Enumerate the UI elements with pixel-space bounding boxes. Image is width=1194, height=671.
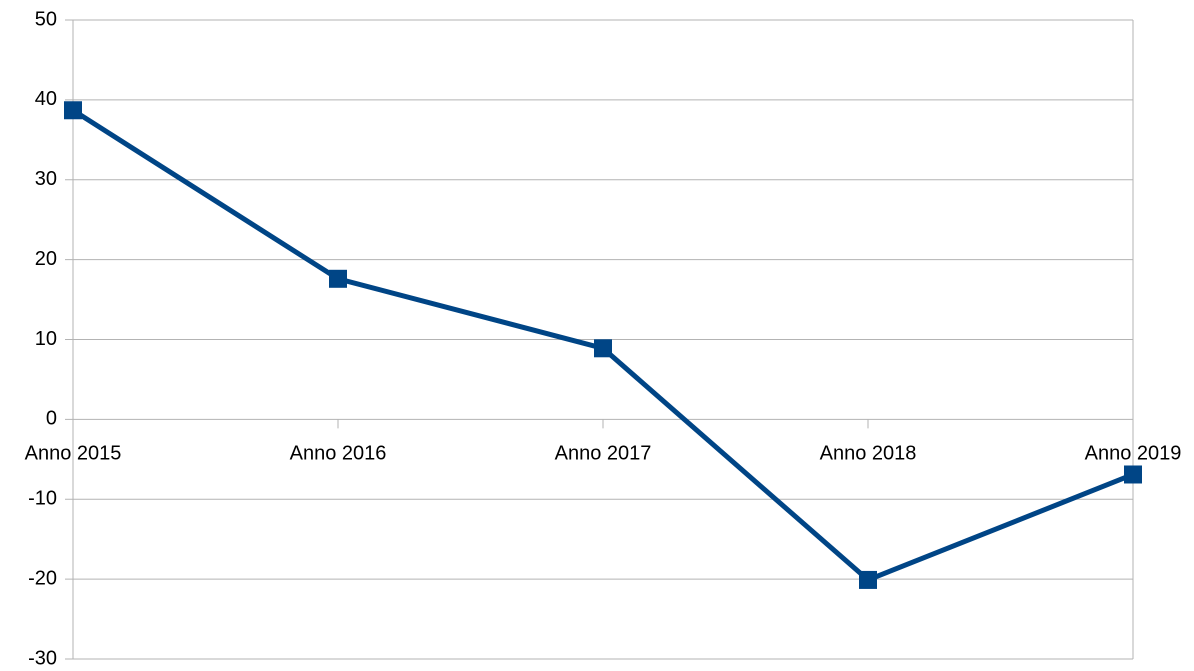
y-tick-label: -10 (28, 488, 57, 510)
y-tick-label: 30 (35, 168, 57, 190)
marker (329, 269, 347, 288)
y-tick-label: 40 (35, 88, 57, 110)
marker (859, 570, 877, 589)
x-tick-label: Anno 2016 (290, 443, 387, 465)
y-tick-label: 20 (35, 248, 57, 270)
y-tick-label: -30 (28, 647, 57, 669)
y-tick-label: 10 (35, 328, 57, 350)
x-tick-label: Anno 2019 (1085, 443, 1182, 465)
y-tick-label: 0 (46, 408, 57, 430)
marker (594, 339, 612, 358)
x-tick-label: Anno 2018 (820, 443, 917, 465)
marker (1124, 465, 1142, 484)
marker (64, 101, 82, 120)
y-tick-label: -20 (28, 567, 57, 589)
x-tick-label: Anno 2017 (555, 443, 652, 465)
y-tick-label: 50 (35, 8, 57, 30)
x-tick-label: Anno 2015 (25, 443, 122, 465)
